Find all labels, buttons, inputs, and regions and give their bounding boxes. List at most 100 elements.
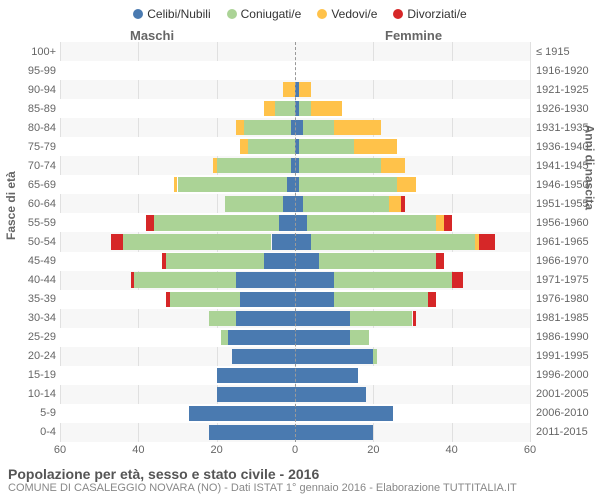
bar-male-married: [134, 272, 236, 287]
age-tick-label: 90-94: [4, 84, 56, 96]
bar-female-married: [311, 234, 476, 249]
bar-female-married: [303, 120, 334, 135]
bar-female-single: [295, 215, 307, 230]
bar-male-widow: [174, 177, 178, 192]
x-tick-label: 40: [132, 444, 144, 456]
bar-female-widow: [389, 196, 401, 211]
x-tick-label: 20: [367, 444, 379, 456]
bar-male-widow: [213, 158, 217, 173]
age-tick-label: 60-64: [4, 198, 56, 210]
birth-tick-label: 1986-1990: [536, 331, 596, 343]
age-tick-label: 45-49: [4, 255, 56, 267]
title-block: Popolazione per età, sesso e stato civil…: [8, 466, 592, 494]
x-tick-label: 60: [524, 444, 536, 456]
bar-female-div: [479, 234, 495, 249]
bar-male-single: [232, 349, 295, 364]
x-tick-label: 60: [54, 444, 66, 456]
bar-male-married: [178, 177, 288, 192]
bar-male-div: [111, 234, 123, 249]
bar-female-widow: [311, 101, 342, 116]
bar-male-widow: [283, 82, 295, 97]
bar-female-widow: [354, 139, 397, 154]
age-tick-label: 0-4: [4, 426, 56, 438]
bar-female-widow: [436, 215, 444, 230]
legend-label: Coniugati/e: [241, 7, 302, 21]
bar-female-single: [295, 349, 373, 364]
legend-label: Divorziati/e: [407, 7, 466, 21]
bar-female-married: [373, 349, 377, 364]
birth-tick-label: 2011-2015: [536, 426, 596, 438]
age-tick-label: 30-34: [4, 312, 56, 324]
age-tick-label: 15-19: [4, 369, 56, 381]
bar-male-single: [283, 196, 295, 211]
birth-tick-label: 2006-2010: [536, 407, 596, 419]
age-tick-label: 25-29: [4, 331, 56, 343]
bar-male-married: [154, 215, 279, 230]
bar-male-div: [162, 253, 166, 268]
bar-female-widow: [397, 177, 417, 192]
birth-tick-label: 1921-1925: [536, 84, 596, 96]
birth-tick-label: 1996-2000: [536, 369, 596, 381]
chart-subtitle: COMUNE DI CASALEGGIO NOVARA (NO) - Dati …: [8, 482, 592, 494]
bar-female-married: [350, 330, 370, 345]
birth-tick-label: 1946-1950: [536, 179, 596, 191]
bar-male-married: [209, 311, 236, 326]
bar-female-single: [295, 196, 303, 211]
legend-item: Vedovi/e: [317, 6, 377, 21]
bar-male-div: [131, 272, 135, 287]
bar-female-married: [303, 196, 389, 211]
legend-item: Coniugati/e: [227, 6, 302, 21]
legend-swatch: [227, 9, 237, 19]
legend-swatch: [393, 9, 403, 19]
bar-female-married: [299, 158, 381, 173]
x-tick-label: 20: [211, 444, 223, 456]
age-tick-label: 50-54: [4, 236, 56, 248]
bar-female-married: [299, 139, 354, 154]
bar-male-single: [264, 253, 295, 268]
bar-male-married: [248, 139, 295, 154]
legend-item: Divorziati/e: [393, 6, 466, 21]
bar-male-married: [166, 253, 264, 268]
bar-male-single: [209, 425, 295, 440]
age-tick-label: 65-69: [4, 179, 56, 191]
birth-tick-label: 1971-1975: [536, 274, 596, 286]
bar-female-single: [295, 272, 334, 287]
bar-male-single: [272, 234, 296, 249]
bar-male-div: [166, 292, 170, 307]
bar-female-married: [307, 215, 436, 230]
bar-male-married: [217, 158, 291, 173]
gridline: [530, 42, 531, 442]
female-label: Femmine: [385, 28, 442, 43]
bar-female-widow: [334, 120, 381, 135]
male-label: Maschi: [130, 28, 174, 43]
age-tick-label: 85-89: [4, 103, 56, 115]
bar-female-widow: [299, 82, 311, 97]
bar-male-married: [225, 196, 284, 211]
age-tick-label: 10-14: [4, 388, 56, 400]
bar-female-married: [319, 253, 437, 268]
bar-male-single: [236, 311, 295, 326]
bar-female-div: [401, 196, 405, 211]
birth-tick-label: 1926-1930: [536, 103, 596, 115]
legend-label: Celibi/Nubili: [147, 7, 210, 21]
birth-tick-label: 1981-1985: [536, 312, 596, 324]
bar-male-single: [279, 215, 295, 230]
bar-male-widow: [236, 120, 244, 135]
plot-area: [60, 42, 530, 442]
birth-tick-label: 1961-1965: [536, 236, 596, 248]
birth-tick-label: 1931-1935: [536, 122, 596, 134]
bar-female-widow: [381, 158, 405, 173]
birth-tick-label: 1956-1960: [536, 217, 596, 229]
bar-female-married: [334, 292, 428, 307]
bar-female-single: [295, 387, 366, 402]
bar-male-married: [170, 292, 241, 307]
legend-swatch: [133, 9, 143, 19]
birth-tick-label: 1916-1920: [536, 65, 596, 77]
bar-female-div: [428, 292, 436, 307]
bar-female-single: [295, 406, 393, 421]
bar-female-single: [295, 330, 350, 345]
legend-label: Vedovi/e: [331, 7, 377, 21]
bar-male-div: [146, 215, 154, 230]
bar-male-single: [287, 177, 295, 192]
legend-swatch: [317, 9, 327, 19]
